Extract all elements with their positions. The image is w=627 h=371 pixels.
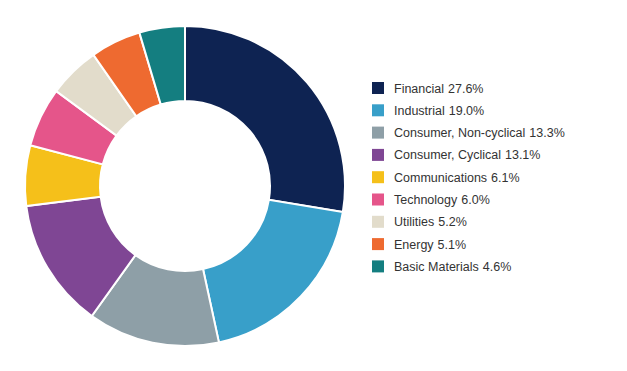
legend-label: Financial 27.6% — [394, 82, 483, 96]
legend-label: Utilities 5.2% — [394, 215, 467, 229]
legend-swatch — [372, 149, 384, 161]
legend-category: Utilities — [394, 215, 434, 229]
legend-swatch — [372, 194, 384, 206]
legend-swatch — [372, 127, 384, 139]
legend-swatch — [372, 216, 384, 228]
legend-category: Technology — [394, 193, 458, 207]
legend-value: 27.6% — [448, 82, 483, 96]
legend-label: Basic Materials 4.6% — [394, 260, 511, 274]
legend-swatch — [372, 238, 384, 250]
legend-category: Financial — [394, 82, 444, 96]
legend-label: Communications 6.1% — [394, 171, 520, 185]
legend: Financial 27.6%Industrial 19.0% Consumer, N… — [372, 82, 565, 274]
legend-swatch — [372, 82, 384, 94]
legend-value: 13.1% — [505, 148, 540, 162]
legend-swatch — [372, 104, 384, 116]
legend-category: Energy — [394, 238, 434, 252]
slice — [26, 197, 135, 316]
slices — [25, 26, 345, 346]
legend-category: Industrial — [394, 104, 445, 118]
legend-value: 13.3% — [529, 126, 564, 140]
slice — [185, 26, 345, 212]
legend-value: 4.6% — [483, 260, 512, 274]
chart-container: Financial 27.6%Industrial 19.0% Consumer, N… — [0, 0, 627, 371]
slice — [203, 200, 343, 343]
legend-value: 6.0% — [461, 193, 490, 207]
legend-label: Consumer, Non-cyclical 13.3% — [394, 126, 565, 140]
legend-swatch — [372, 260, 384, 272]
legend-category: Basic Materials — [394, 260, 479, 274]
legend-swatch — [372, 171, 384, 183]
legend-category: Communications — [394, 171, 487, 185]
slice — [139, 26, 185, 105]
legend-label: Consumer, Cyclical 13.1% — [394, 148, 540, 162]
legend-category: Consumer, Cyclical — [394, 148, 501, 162]
legend-value: 19.0% — [449, 104, 484, 118]
chart: Financial 27.6%Industrial 19.0% Consumer, N… — [0, 0, 627, 371]
legend-value: 5.2% — [438, 215, 467, 229]
legend-label: Industrial 19.0% — [394, 104, 484, 118]
legend-category: Consumer, Non-cyclical — [394, 126, 525, 140]
legend-value: 5.1% — [438, 238, 467, 252]
legend-value: 6.1% — [491, 171, 520, 185]
legend-label: Technology6.0% — [394, 193, 490, 207]
legend-label: Energy 5.1% — [394, 238, 466, 252]
